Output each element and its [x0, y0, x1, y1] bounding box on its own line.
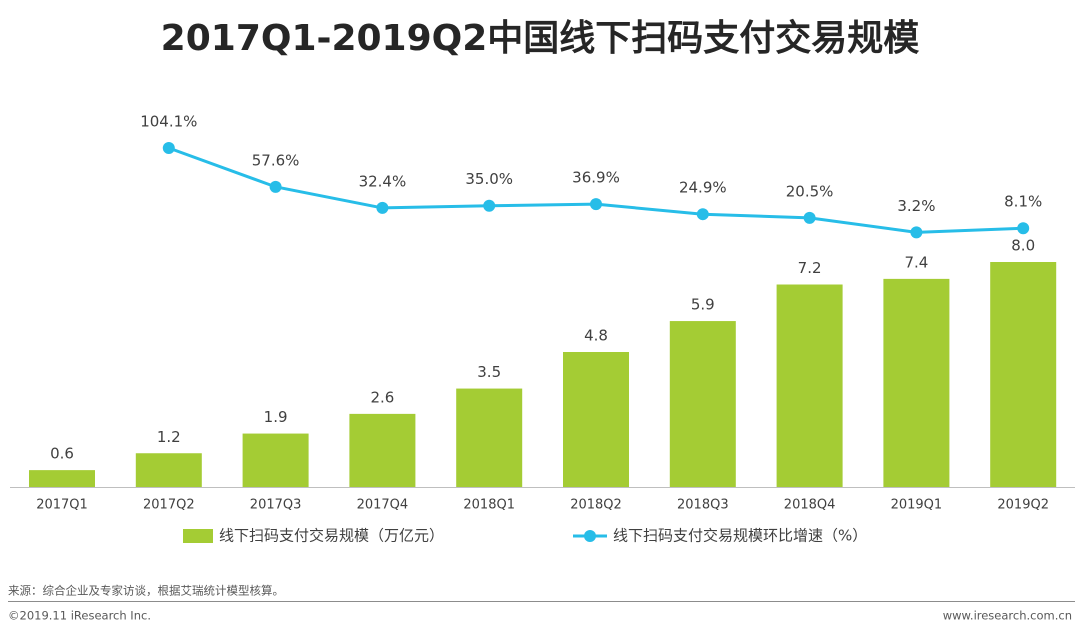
bar-value-label: 3.5 [477, 363, 501, 381]
line-point [696, 208, 709, 221]
chart-title: 2017Q1-2019Q2中国线下扫码支付交易规模 [161, 17, 920, 59]
line-point [162, 142, 175, 154]
line-point [376, 201, 389, 214]
line-point [803, 211, 816, 224]
bar [776, 284, 843, 487]
x-tick-label: 2019Q2 [997, 498, 1049, 513]
bar [242, 433, 309, 487]
line-point [483, 199, 496, 212]
line-value-label: 3.2% [897, 197, 935, 215]
x-tick-label: 2017Q1 [36, 498, 88, 513]
line-value-label: 57.6% [252, 151, 300, 169]
bar [883, 278, 950, 487]
line-value-label: 32.4% [359, 172, 407, 190]
bar [349, 413, 416, 487]
bar [29, 470, 95, 487]
line-value-label: 104.1% [140, 113, 197, 131]
bar-value-label: 2.6 [370, 388, 394, 406]
x-tick-label: 2018Q3 [677, 498, 729, 513]
copyright: ©2019.11 iResearch Inc. [8, 609, 151, 623]
bar-value-label: 5.9 [691, 296, 715, 314]
x-tick-label: 2017Q3 [250, 498, 302, 513]
line-value-label: 35.0% [465, 170, 513, 188]
line-value-label: 24.9% [679, 179, 727, 197]
line-point [590, 198, 602, 211]
bar-value-label: 8.0 [1011, 237, 1035, 255]
line-point [1017, 222, 1030, 235]
bar-value-label: 7.2 [798, 259, 822, 277]
line-value-label: 20.5% [786, 182, 834, 200]
bar-value-label: 4.8 [584, 327, 608, 345]
legend-label: 线下扫码支付交易规模（万亿元） [219, 527, 444, 545]
x-tick-label: 2017Q4 [357, 498, 409, 513]
line-value-label: 8.1% [1004, 193, 1042, 211]
x-tick-label: 2018Q1 [463, 498, 515, 513]
legend-swatch-dot [584, 530, 596, 542]
bar [990, 262, 1057, 487]
bar-value-label: 7.4 [904, 253, 928, 271]
bar-value-label: 1.2 [157, 428, 181, 446]
bar-value-label: 0.6 [50, 445, 74, 463]
line-point [910, 226, 923, 239]
x-tick-label: 2018Q2 [570, 498, 622, 513]
website: www.iresearch.com.cn [943, 609, 1072, 623]
x-tick-label: 2018Q4 [784, 498, 836, 513]
line-value-label: 36.9% [572, 169, 620, 187]
bar [456, 388, 523, 487]
line-point [269, 180, 282, 193]
legend-label: 线下扫码支付交易规模环比增速（%） [613, 527, 867, 545]
bar [563, 352, 629, 487]
bar-value-label: 1.9 [264, 408, 288, 426]
source-note: 来源：综合企业及专家访谈，根据艾瑞统计模型核算。 [8, 584, 284, 598]
bar [135, 453, 202, 487]
legend-swatch [183, 529, 213, 543]
x-tick-label: 2017Q2 [143, 498, 195, 513]
bar [669, 321, 736, 487]
x-tick-label: 2019Q1 [891, 498, 943, 513]
